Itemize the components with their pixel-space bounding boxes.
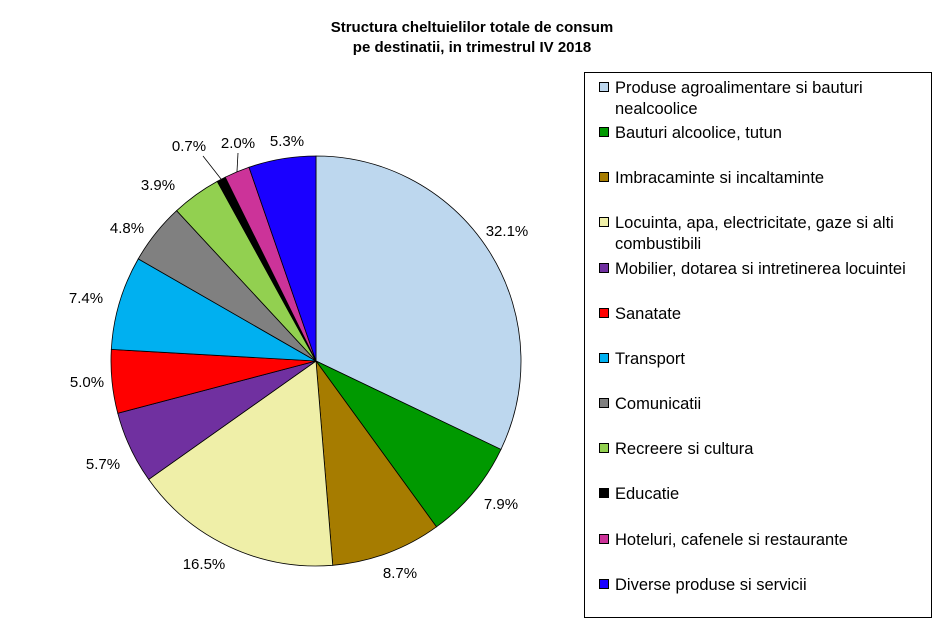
legend-swatch bbox=[599, 398, 609, 408]
slice-label: 4.8% bbox=[110, 220, 144, 237]
slice-label: 7.4% bbox=[69, 290, 103, 307]
legend-label: Educatie bbox=[615, 485, 680, 503]
legend-swatch bbox=[599, 534, 609, 544]
legend-swatch bbox=[599, 172, 609, 182]
legend-swatch bbox=[599, 217, 609, 227]
pie-slice bbox=[315, 359, 438, 566]
legend-label: Hoteluri, cafenele si restaurante bbox=[615, 531, 848, 549]
legend-label: Bauturi alcoolice, tutun bbox=[615, 124, 782, 142]
legend-swatch bbox=[599, 353, 609, 363]
leader-line bbox=[202, 155, 222, 180]
legend-swatch bbox=[599, 443, 609, 453]
slice-label: 5.3% bbox=[270, 133, 304, 150]
chart-title: Structura cheltuielilor totale de consum… bbox=[262, 18, 682, 58]
leader-lines bbox=[202, 152, 239, 180]
slice-label: 3.9% bbox=[141, 177, 175, 194]
legend-swatch bbox=[599, 579, 609, 589]
chart-subtitle: pe destinatii, in trimestrul IV 2018 bbox=[352, 39, 592, 56]
leader-line bbox=[236, 152, 239, 172]
legend-label: Diverse produse si servicii bbox=[615, 576, 807, 594]
pie-slice bbox=[248, 155, 317, 362]
legend-label: Sanatate bbox=[615, 305, 682, 323]
legend: Produse agroalimentare si bauturi nealco… bbox=[584, 72, 932, 618]
legend-swatch bbox=[599, 308, 609, 318]
slice-label: 0.7% bbox=[172, 138, 206, 155]
slice-label: 8.7% bbox=[383, 565, 417, 582]
legend-swatch bbox=[599, 127, 609, 137]
slice-label: 2.0% bbox=[221, 135, 255, 152]
slice-label: 32.1% bbox=[486, 223, 529, 240]
legend-label: Imbracaminte si incaltaminte bbox=[615, 169, 825, 187]
legend-label: Recreere si cultura bbox=[615, 440, 754, 458]
legend-label: Produse agroalimentare si bauturi nealco… bbox=[615, 79, 863, 118]
slice-label: 5.0% bbox=[70, 374, 104, 391]
pie-slice bbox=[315, 155, 522, 450]
slice-labels: 32.1% 7.9% 8.7% 16.5% 5.7% 5.0% 7.4% 4.8% 3.9% 0.… bbox=[69, 133, 528, 582]
legend-label: Transport bbox=[615, 350, 685, 368]
legend-label: Comunicatii bbox=[615, 395, 702, 413]
pie-chart: 32.1% 7.9% 8.7% 16.5% 5.7% 5.0% 7.4% 4.8% 3.9% 0.… bbox=[69, 133, 528, 582]
slice-label: 16.5% bbox=[183, 556, 226, 573]
pie-slice bbox=[315, 360, 502, 528]
slice-label: 7.9% bbox=[484, 496, 518, 513]
chart-title-line-1: Structura cheltuielilor totale de consum bbox=[330, 19, 614, 36]
pie-slice bbox=[148, 360, 334, 567]
legend-label: Mobilier, dotarea si intretinerea locuin… bbox=[615, 260, 906, 278]
slice-label: 5.7% bbox=[86, 456, 120, 473]
legend-label: Locuinta, apa, electricitate, gaze si al… bbox=[615, 214, 894, 253]
legend-swatch bbox=[599, 488, 609, 498]
legend-swatch bbox=[599, 263, 609, 273]
legend-swatch bbox=[599, 82, 609, 92]
pie-slices bbox=[110, 155, 522, 567]
